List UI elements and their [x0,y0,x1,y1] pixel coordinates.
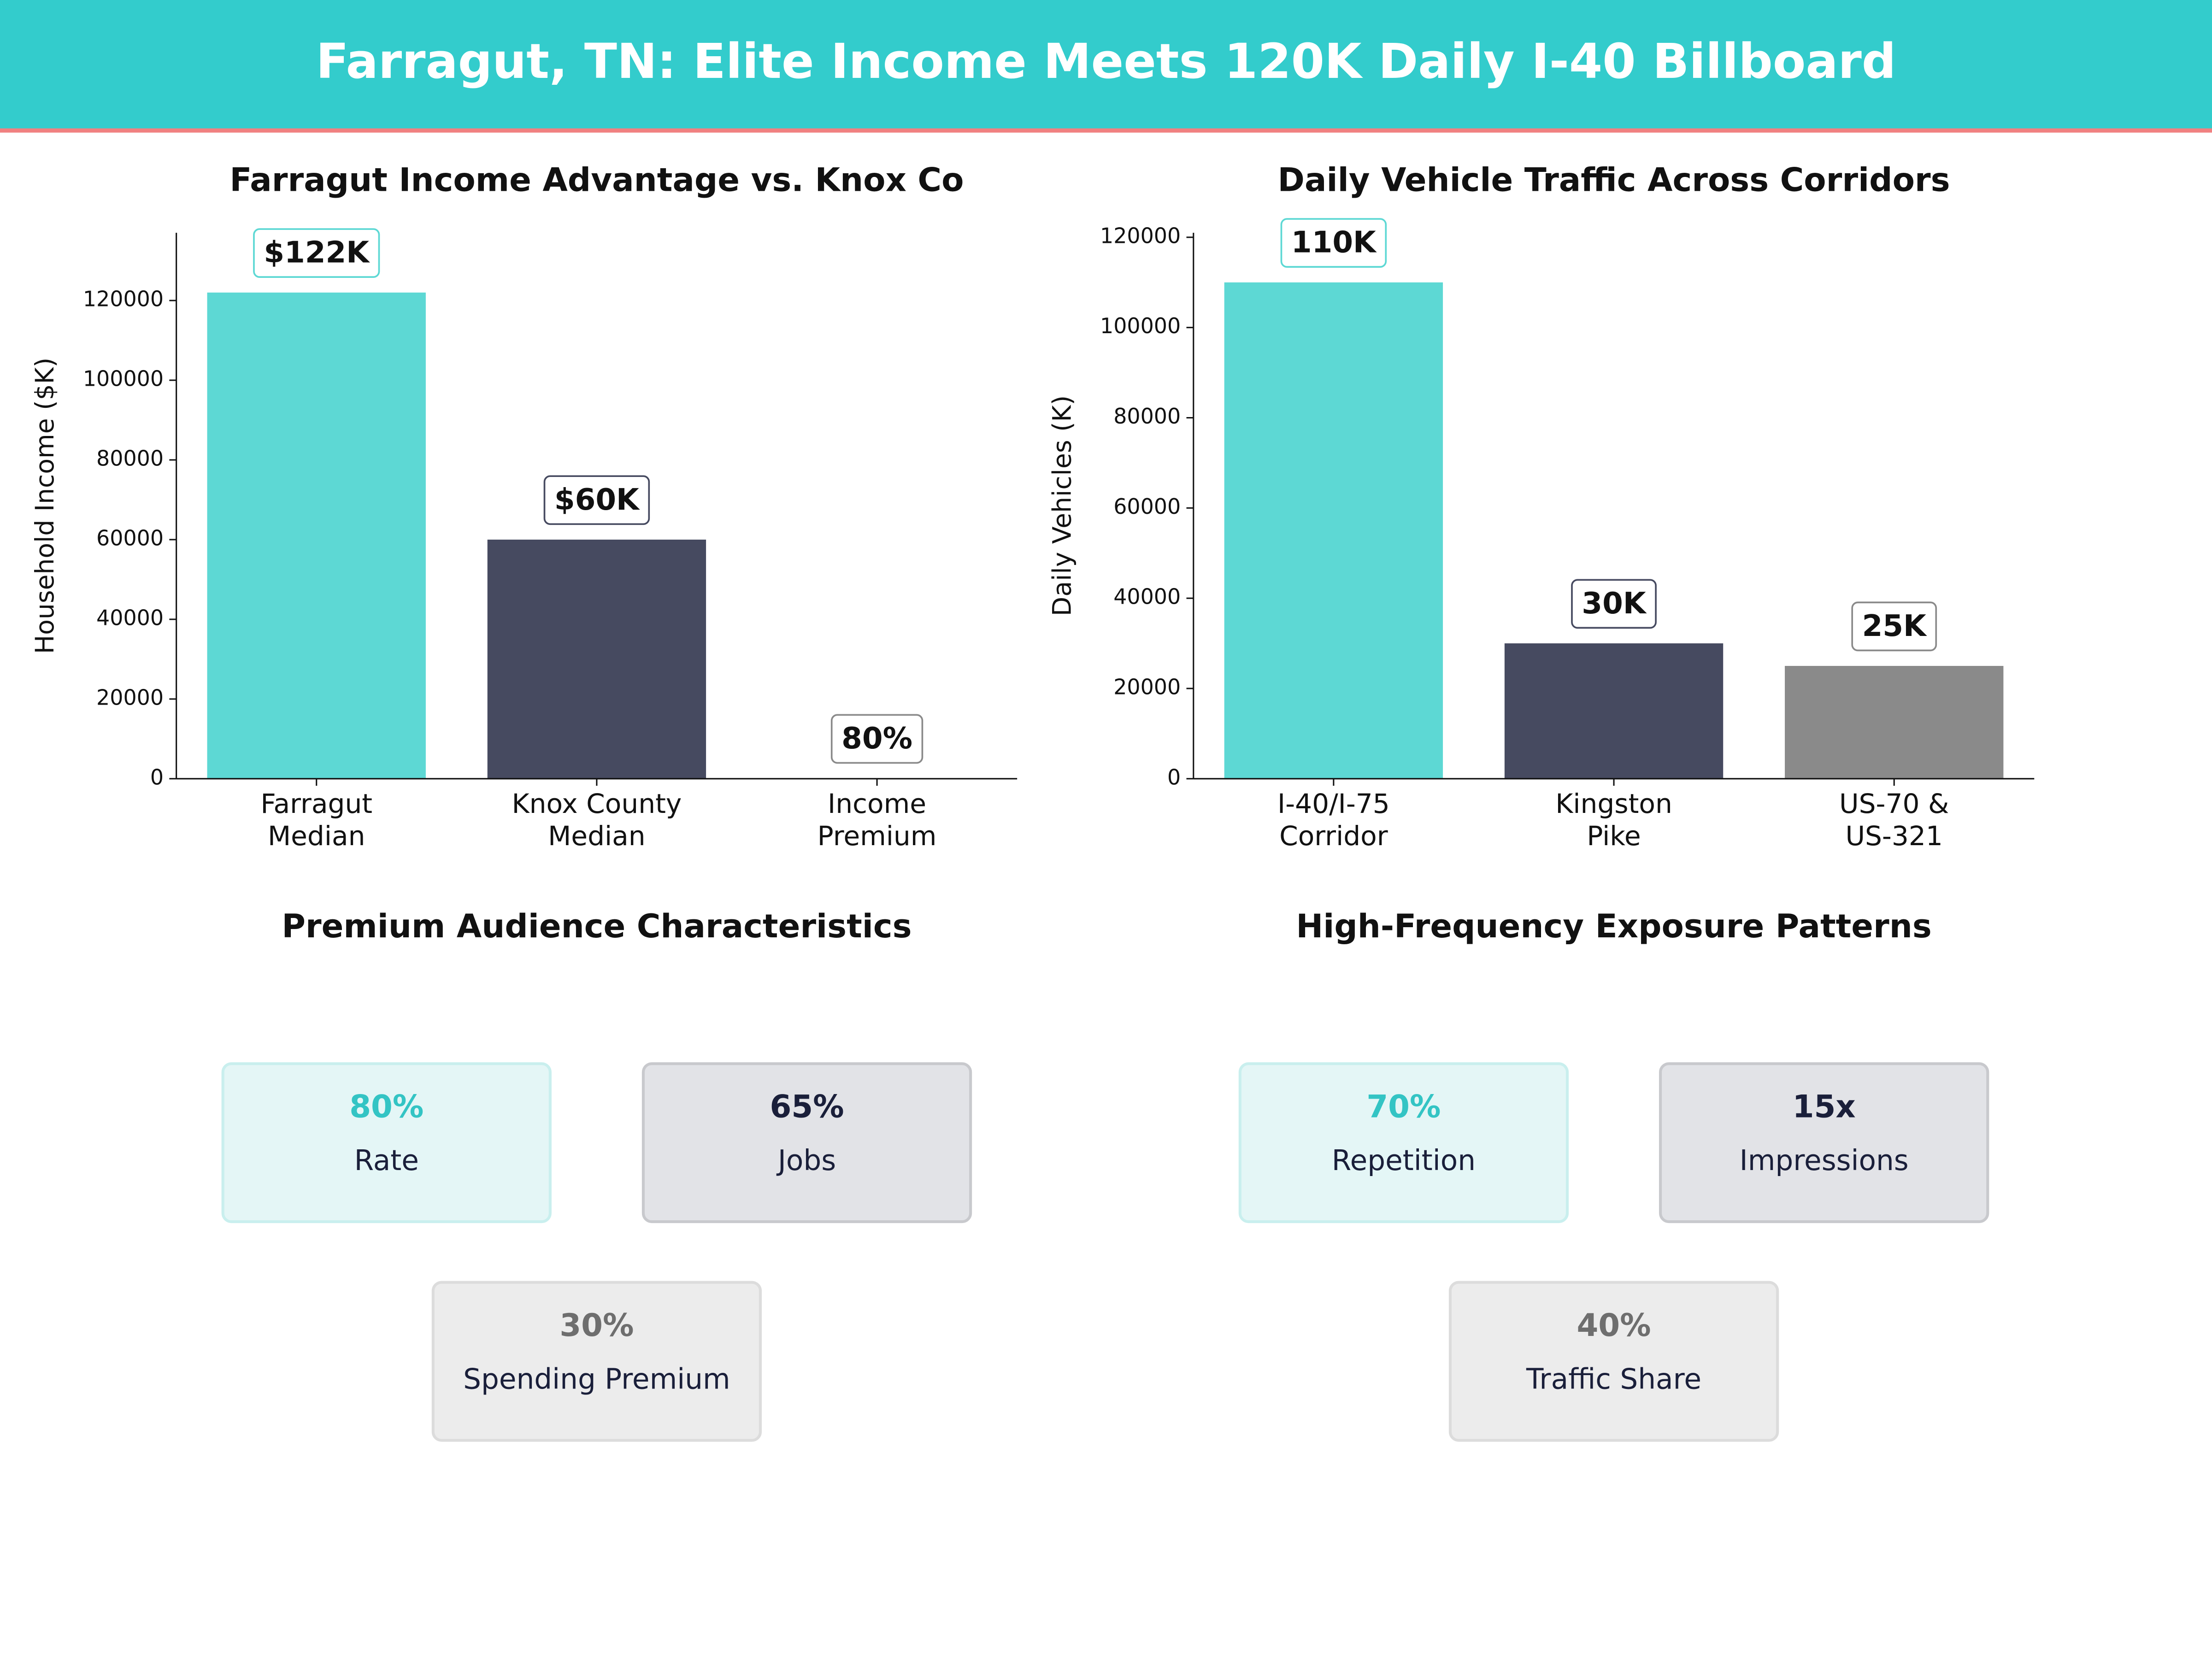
card-label: Traffic Share [1526,1363,1701,1396]
x-tick-label: Income Premium [818,788,937,852]
card-box [1448,1281,1779,1442]
value-label-box [543,475,650,525]
y-tick-label: 100000 [83,366,164,391]
card-value: 80% [349,1088,424,1125]
y-tick-label: 0 [1167,765,1181,789]
x-tick-label: Kingston Pike [1555,788,1672,852]
y-tick-label: 60000 [96,525,164,550]
card-label: Repetition [1332,1144,1476,1177]
panel-title: High-Frequency Exposure Patterns [1296,907,1931,945]
card-value: 40% [1577,1307,1651,1343]
y-axis-label: Household Income ($K) [30,358,59,654]
y-tick-label: 60000 [1113,494,1181,519]
card-box [221,1062,552,1224]
x-tick-label: US-70 & US-321 [1839,788,1949,852]
bar [1224,282,1443,779]
bar [1785,666,2004,779]
bar [1504,643,1724,779]
value-label: 25K [1862,609,1927,643]
value-label: $60K [554,482,640,517]
y-tick-label: 40000 [96,605,164,630]
y-tick-label: 20000 [1113,674,1181,699]
value-label: 80% [841,721,912,756]
y-tick-label: 120000 [1100,223,1181,248]
card-label: Impressions [1740,1144,1909,1177]
panel-title: Premium Audience Characteristics [282,907,912,945]
card-value: 65% [770,1088,844,1125]
metric-card: 40% Traffic Share [1448,1281,1779,1442]
metric-card: 30% Spending Premium [431,1281,762,1442]
y-tick-label: 80000 [1113,404,1181,429]
value-label: $122K [264,235,370,270]
metric-card: 65% Jobs [641,1062,972,1224]
metric-card: 70% Repetition [1238,1062,1569,1224]
x-tick-label: Farragut Median [260,788,372,852]
y-tick-label: 100000 [1100,313,1181,338]
value-label-box [1851,601,1937,652]
x-tick-label: I-40/I-75 Corridor [1277,788,1390,852]
card-label: Rate [354,1144,419,1177]
y-tick-label: 40000 [1113,584,1181,609]
header-band [0,0,2212,130]
y-tick-label: 120000 [83,287,164,312]
card-value: 70% [1366,1088,1441,1125]
chart-title: Farragut Income Advantage vs. Knox Co [229,161,964,199]
metric-card: 80% Rate [221,1062,552,1224]
card-label: Jobs [776,1144,836,1177]
card-box [1659,1062,1989,1224]
bar [487,539,706,779]
x-tick-label: Knox County Median [512,788,682,852]
value-label-box [1280,218,1387,268]
metric-card: 15x Impressions [1659,1062,1989,1224]
card-box [641,1062,972,1224]
card-box [431,1281,762,1442]
card-box [1238,1062,1569,1224]
value-label-box [830,714,924,764]
y-axis-label: Daily Vehicles (K) [1047,395,1077,616]
value-label-box [253,228,380,278]
header-rule [0,128,2212,133]
bar [207,292,426,779]
page-title: Farragut, TN: Elite Income Meets 120K Da… [316,33,1896,89]
card-value: 30% [559,1307,634,1343]
value-label: 30K [1582,586,1647,621]
chart-title: Daily Vehicle Traffic Across Corridors [1278,161,1950,199]
value-label: 110K [1291,225,1377,260]
y-tick-label: 0 [150,765,164,789]
y-tick-label: 20000 [96,685,164,710]
card-value: 15x [1793,1088,1856,1125]
value-label-box [1571,579,1657,629]
y-tick-label: 80000 [96,446,164,471]
card-label: Spending Premium [463,1363,730,1396]
